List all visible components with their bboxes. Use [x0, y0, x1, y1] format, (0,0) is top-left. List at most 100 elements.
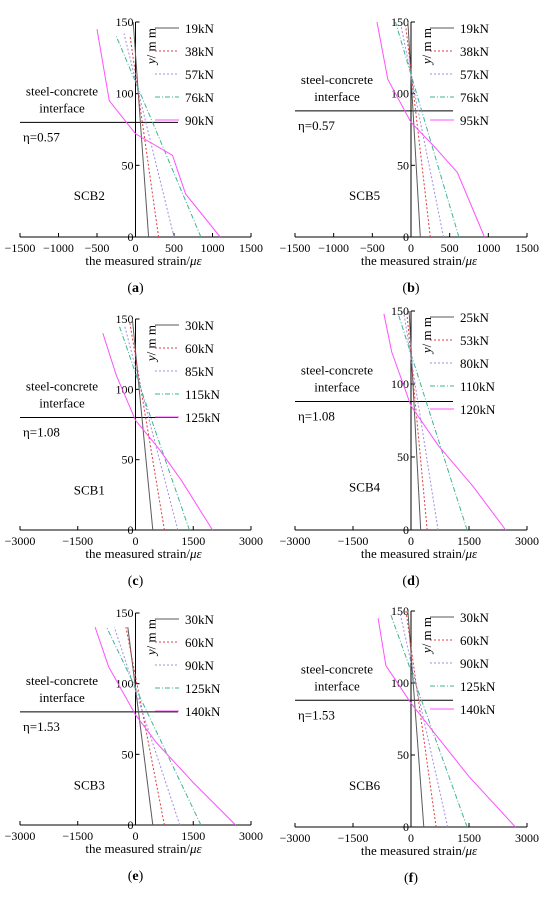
legend-label: 140kN	[185, 704, 221, 719]
y-tick-label: 150	[391, 304, 409, 318]
interface-label-line1: steel-concrete	[26, 673, 98, 688]
x-tick-label: 3000	[515, 831, 539, 845]
series-line-110kN	[397, 313, 468, 531]
interface-label-line1: steel-concrete	[301, 363, 373, 378]
specimen-label: SCB3	[74, 777, 105, 792]
x-axis-text: the measured strain/	[85, 546, 190, 561]
eta-label: η=1.53	[298, 707, 335, 722]
legend-label: 90kN	[185, 113, 215, 128]
series-line-30kN	[131, 318, 154, 531]
y-tick-label: 150	[116, 15, 134, 29]
y-axis-variable: y	[144, 58, 159, 66]
y-axis-title: y/ m m	[419, 317, 434, 355]
x-axis-text: the measured strain/	[85, 253, 190, 268]
y-tick-label: 100	[391, 87, 409, 101]
y-tick-label: 150	[391, 604, 409, 618]
y-tick-label: 0	[403, 523, 409, 537]
series-line-120kN	[383, 313, 507, 531]
x-tick-label: 500	[165, 241, 183, 255]
series-line-85kN	[124, 325, 179, 531]
legend-label: 30kN	[185, 612, 215, 627]
legend-label: 19kN	[185, 21, 215, 36]
y-axis-unit: / m m	[144, 325, 159, 355]
x-axis-title: the measured strain/με	[85, 546, 202, 561]
series-line-60kN	[125, 627, 165, 826]
x-axis-unit: με	[465, 546, 479, 561]
y-axis-title: y/ m m	[144, 325, 159, 363]
y-axis-variable: y	[419, 347, 434, 355]
x-tick-label: 0	[408, 241, 414, 255]
x-axis-unit: με	[189, 546, 203, 561]
y-tick-label: 50	[397, 450, 409, 464]
x-axis-text: the measured strain/	[85, 841, 190, 856]
legend-label: 38kN	[460, 44, 490, 59]
x-tick-label: 1500	[457, 831, 481, 845]
y-axis-unit: / m m	[419, 28, 434, 58]
legend-label: 125kN	[185, 681, 221, 696]
x-tick-label: −1500	[5, 241, 36, 255]
x-tick-label: 3000	[239, 534, 263, 548]
series-line-60kN	[129, 321, 165, 531]
x-tick-label: 3000	[239, 829, 263, 843]
y-tick-label: 0	[403, 230, 409, 244]
y-tick-label: 150	[116, 606, 134, 620]
y-axis-variable: y	[144, 355, 159, 363]
interface-label-line2: interface	[314, 380, 360, 395]
series-line-90kN	[113, 626, 181, 826]
panel-label: (c)	[128, 574, 144, 589]
legend-label: 38kN	[185, 44, 215, 59]
legend-label: 57kN	[185, 67, 215, 82]
specimen-label: SCB2	[74, 188, 105, 203]
x-tick-label: 0	[133, 241, 139, 255]
x-tick-label: −1500	[62, 829, 93, 843]
legend-label: 90kN	[185, 658, 215, 673]
x-axis-title: the measured strain/με	[85, 253, 202, 268]
interface-label-line1: steel-concrete	[26, 378, 98, 393]
legend-label: 140kN	[460, 702, 496, 717]
series-line-140kN	[377, 618, 516, 828]
x-tick-label: −3000	[5, 829, 36, 843]
legend-label: 30kN	[185, 318, 215, 333]
series-line-76kN	[395, 21, 460, 238]
legend-label: 76kN	[460, 90, 490, 105]
x-tick-label: 500	[441, 241, 459, 255]
x-axis-unit: με	[189, 253, 203, 268]
legend-label: 19kN	[460, 21, 490, 36]
x-tick-label: −1500	[62, 534, 93, 548]
interface-label-line1: steel-concrete	[301, 661, 373, 676]
legend-label: 76kN	[185, 90, 215, 105]
x-axis-title: the measured strain/με	[361, 843, 478, 858]
interface-label-line2: interface	[314, 678, 360, 693]
y-axis-unit: / m m	[419, 317, 434, 347]
series-line-19kN	[407, 21, 421, 238]
y-axis-unit: / m m	[144, 619, 159, 649]
panel-label: (a)	[127, 281, 144, 296]
y-axis-variable: y	[419, 58, 434, 66]
x-axis-text: the measured strain/	[361, 546, 466, 561]
x-tick-label: −500	[85, 241, 110, 255]
x-tick-label: 0	[408, 831, 414, 845]
y-tick-label: 50	[122, 747, 134, 761]
legend: 30kN 60kN 90kN 125kN 140kN	[155, 612, 221, 719]
y-tick-label: 50	[122, 158, 134, 172]
y-tick-label: 150	[116, 312, 134, 326]
x-tick-label: −1500	[338, 831, 369, 845]
series-line-30kN	[127, 627, 154, 826]
legend-label: 125kN	[185, 410, 221, 425]
x-tick-label: −1000	[318, 241, 349, 255]
y-axis-title: y/ m m	[419, 28, 434, 66]
legend-label: 90kN	[460, 656, 490, 671]
y-tick-label: 0	[128, 230, 134, 244]
legend: 19kN 38kN 57kN 76kN 95kN	[430, 21, 490, 128]
legend: 30kN 60kN 85kN 115kN 125kN	[155, 318, 221, 425]
chart-panel: −1500 −1000 −500 0 500 1000 1500 0 50 100 150 y/ m …	[280, 15, 539, 296]
y-axis-variable: y	[419, 647, 434, 655]
y-tick-label: 0	[403, 820, 409, 834]
x-tick-label: 1500	[515, 241, 539, 255]
x-tick-label: −500	[360, 241, 385, 255]
x-axis-text: the measured strain/	[361, 253, 466, 268]
series-line-60kN	[405, 610, 437, 828]
interface-label-line2: interface	[39, 395, 85, 410]
legend-label: 80kN	[460, 356, 490, 371]
